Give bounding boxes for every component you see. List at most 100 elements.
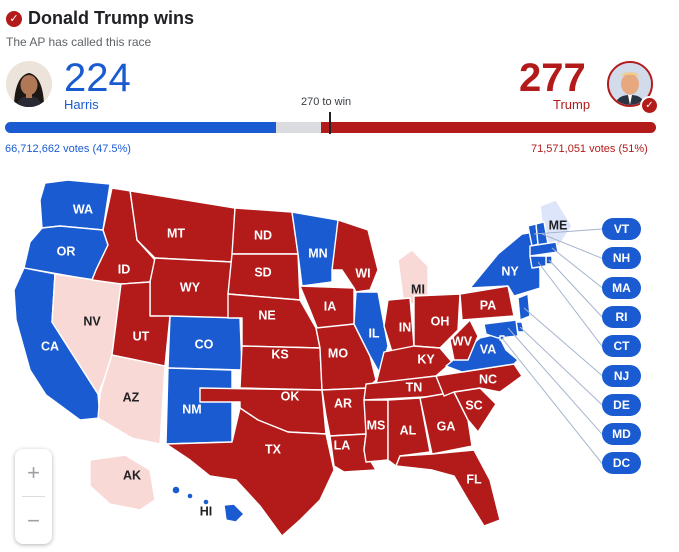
connector-nh — [541, 233, 603, 259]
result-header: ✓ Donald Trump wins The AP has called th… — [6, 8, 194, 49]
state-label-al: AL — [400, 423, 417, 437]
state-tx[interactable] — [165, 407, 335, 537]
rep-bar-segment — [321, 122, 656, 133]
dem-electoral-votes: 224 — [64, 56, 131, 100]
small-state-nh[interactable]: NH — [602, 247, 641, 270]
state-label-nc: NC — [479, 372, 497, 386]
state-fl[interactable] — [395, 449, 501, 527]
state-label-sc: SC — [465, 398, 482, 412]
state-label-or: OR — [57, 244, 76, 258]
state-wv[interactable] — [449, 319, 479, 361]
state-label-ms: MS — [367, 418, 386, 432]
state-label-nm: NM — [182, 402, 201, 416]
rep-popular-votes: 71,571,051 votes (51%) — [531, 143, 648, 155]
state-label-wi: WI — [355, 266, 370, 280]
state-label-me: ME — [549, 218, 568, 232]
small-state-nj[interactable]: NJ — [602, 364, 641, 387]
winner-line: ✓ Donald Trump wins — [6, 8, 194, 29]
connector-md — [507, 327, 603, 435]
state-label-ia: IA — [324, 299, 337, 313]
small-state-md[interactable]: MD — [602, 423, 641, 446]
state-label-az: AZ — [123, 390, 140, 404]
state-label-tn: TN — [406, 380, 423, 394]
small-state-dc[interactable]: DC — [602, 452, 641, 475]
zoom-control: + − — [15, 449, 52, 544]
state-label-nv: NV — [83, 314, 101, 328]
small-state-ma[interactable]: MA — [602, 276, 641, 299]
state-md[interactable] — [483, 319, 519, 339]
connector-de — [519, 326, 603, 406]
dem-candidate-name: Harris — [64, 97, 99, 112]
state-label-nd: ND — [254, 228, 272, 242]
state-label-wy: WY — [180, 280, 201, 294]
state-label-ne: NE — [258, 308, 275, 322]
state-label-mo: MO — [328, 346, 348, 360]
rep-electoral-votes: 277 — [519, 56, 586, 100]
small-state-vt[interactable]: VT — [602, 218, 641, 240]
state-ny[interactable] — [469, 231, 541, 297]
state-ar[interactable] — [321, 387, 369, 437]
state-label-id: ID — [118, 262, 131, 276]
connector-ma — [551, 247, 603, 288]
state-label-hi: HI — [200, 504, 213, 518]
connector-nj — [523, 307, 603, 376]
state-hi[interactable] — [223, 503, 245, 523]
check-icon: ✓ — [6, 10, 22, 27]
win-threshold-marker — [329, 112, 331, 134]
dem-popular-votes: 66,712,662 votes (47.5%) — [5, 143, 131, 155]
state-ak[interactable] — [89, 454, 156, 511]
state-label-in: IN — [399, 320, 412, 334]
state-az[interactable] — [97, 354, 166, 445]
state-label-la: LA — [334, 438, 351, 452]
connector-dc — [501, 337, 603, 464]
winner-check-icon: ✓ — [640, 96, 659, 115]
state-label-pa: PA — [480, 298, 496, 312]
state-label-il: IL — [368, 326, 379, 340]
state-label-tx: TX — [265, 442, 282, 456]
state-label-mt: MT — [167, 226, 185, 240]
small-state-de[interactable]: DE — [602, 393, 641, 416]
zoom-out-button[interactable]: − — [27, 508, 40, 533]
zoom-divider — [22, 496, 45, 497]
headline: Donald Trump wins — [28, 8, 195, 28]
trump-portrait-icon — [607, 61, 653, 107]
state-label-ar: AR — [334, 396, 352, 410]
subhead: The AP has called this race — [6, 35, 152, 49]
connector-ct — [537, 261, 603, 347]
dem-bar-segment — [5, 122, 276, 133]
state-label-ak: AK — [123, 468, 141, 482]
state-wi[interactable] — [331, 219, 379, 293]
zoom-in-button[interactable]: + — [27, 460, 40, 485]
connector-ri — [548, 259, 603, 318]
hawaii-island-3 — [202, 498, 210, 506]
us-map[interactable]: WA OR CA NV ID MT WY UT AZ CO NM ND SD NE KS OK TX MN IA MO… — [0, 170, 679, 552]
hawaii-island-2 — [186, 492, 194, 500]
state-label-ga: GA — [437, 419, 456, 433]
state-label-co: CO — [195, 337, 214, 351]
state-label-mn: MN — [308, 246, 327, 260]
state-label-ny: NY — [501, 264, 519, 278]
state-oh[interactable] — [413, 293, 461, 349]
hawaii-island-1 — [171, 485, 181, 495]
state-label-oh: OH — [431, 314, 450, 328]
state-ma[interactable] — [529, 241, 559, 257]
rep-candidate-name: Trump — [553, 97, 591, 112]
state-label-wv: WV — [452, 334, 473, 348]
small-state-ri[interactable]: RI — [602, 305, 641, 328]
state-label-wa: WA — [73, 202, 93, 216]
state-label-ok: OK — [281, 389, 300, 403]
state-va[interactable] — [445, 333, 519, 373]
state-label-mi: MI — [411, 282, 425, 296]
state-label-sd: SD — [254, 265, 271, 279]
state-label-ut: UT — [133, 329, 150, 343]
state-label-ky: KY — [417, 352, 435, 366]
harris-portrait-icon — [6, 61, 52, 107]
connector-vt — [533, 228, 603, 235]
state-pa[interactable] — [459, 285, 515, 321]
state-label-ks: KS — [271, 347, 288, 361]
state-nj[interactable] — [517, 293, 531, 321]
small-state-ct[interactable]: CT — [602, 335, 641, 358]
state-label-va: VA — [480, 342, 496, 356]
state-label-ca: CA — [41, 339, 59, 353]
win-threshold-label: 270 to win — [301, 96, 352, 108]
